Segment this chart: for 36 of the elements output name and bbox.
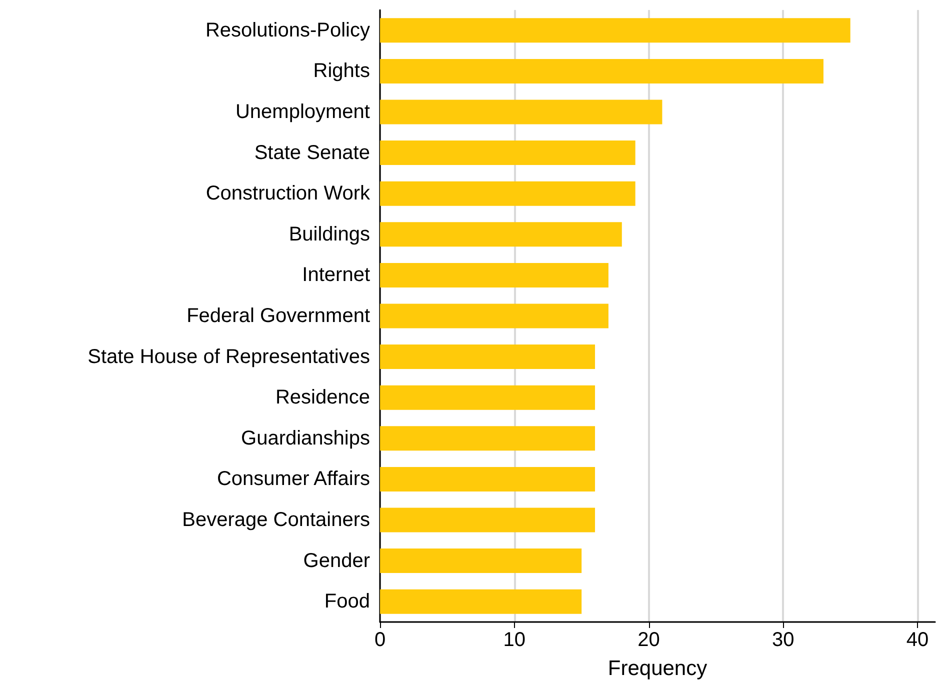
bar (380, 466, 596, 492)
bar (380, 548, 582, 574)
y-tick-label: Resolutions-Policy (205, 19, 370, 42)
x-tick-label: 10 (503, 629, 526, 651)
y-tick-label: State House of Representatives (88, 346, 370, 368)
bar (380, 262, 608, 288)
bar (380, 508, 596, 532)
y-tick-label: Rights (313, 60, 370, 82)
y-tick-label: Food (324, 590, 370, 613)
y-tick-label: Federal Government (186, 305, 370, 327)
x-tick-label: 40 (906, 629, 929, 651)
bar (380, 344, 596, 370)
bar (380, 58, 824, 84)
bar (380, 385, 596, 410)
x-axis-title: Frequency (608, 657, 708, 680)
bar (380, 426, 596, 451)
y-tick-label: Buildings (288, 223, 370, 246)
bar (380, 140, 636, 166)
y-tick-label: Beverage Containers (182, 509, 370, 531)
y-tick-label: Construction Work (206, 182, 371, 205)
y-tick-label: Consumer Affairs (216, 468, 370, 490)
y-tick-label: Gender (303, 550, 370, 572)
bar (380, 181, 636, 206)
bar (380, 222, 622, 247)
bar (380, 589, 582, 614)
bar (380, 304, 608, 328)
y-tick-label: Unemployment (235, 101, 370, 123)
y-tick-label: Residence (275, 386, 370, 409)
y-tick-label: Guardianships (241, 427, 370, 450)
bar (380, 100, 662, 124)
x-tick-label: 30 (772, 629, 794, 651)
y-tick-label: Internet (302, 264, 370, 286)
x-tick-label: 0 (374, 629, 386, 651)
y-tick-label: State Senate (254, 142, 370, 164)
x-tick-label: 20 (638, 629, 660, 651)
bar (380, 18, 850, 43)
